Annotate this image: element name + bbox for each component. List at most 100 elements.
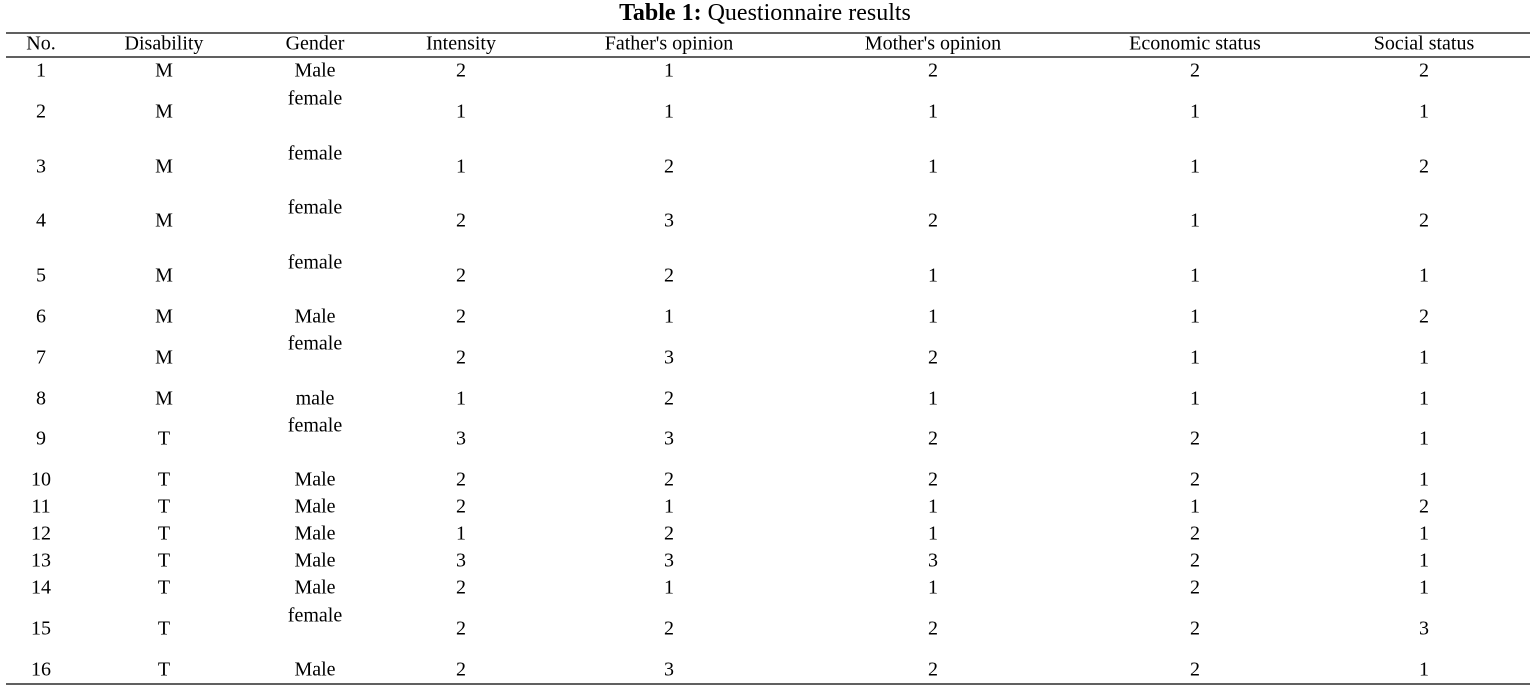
cell: 3 [36, 156, 46, 178]
cell: 1 [928, 523, 938, 545]
cell: 1 [928, 306, 938, 328]
cell: Male [294, 523, 335, 545]
cell: M [155, 265, 173, 287]
cell: 2 [928, 618, 938, 640]
cell: 2 [1419, 60, 1429, 82]
cell: 2 [928, 469, 938, 491]
cell: 15 [31, 618, 51, 640]
cell: 1 [1190, 265, 1200, 287]
caption-label: Table 1: [619, 0, 701, 26]
cell: 1 [664, 60, 674, 82]
cell: 1 [36, 60, 46, 82]
cell: female [288, 605, 343, 627]
cell: 1 [1190, 347, 1200, 369]
cell: M [155, 210, 173, 232]
cell: 1 [1419, 577, 1429, 599]
cell: 10 [31, 469, 51, 491]
cell: 2 [456, 210, 466, 232]
cell: M [155, 156, 173, 178]
cell: 2 [1190, 550, 1200, 572]
cell: 1 [456, 388, 466, 410]
cell: male [296, 388, 335, 410]
cell: 2 [664, 388, 674, 410]
cell: 2 [928, 210, 938, 232]
cell: T [158, 577, 170, 599]
cell: 2 [664, 618, 674, 640]
cell: 1 [1419, 428, 1429, 450]
cell: 3 [664, 428, 674, 450]
cell: 2 [1190, 469, 1200, 491]
cell: 1 [1190, 156, 1200, 178]
cell: Male [294, 659, 335, 681]
cell: 14 [31, 577, 51, 599]
cell: Male [294, 60, 335, 82]
cell: 8 [36, 388, 46, 410]
cell: Male [294, 496, 335, 518]
cell: Male [294, 306, 335, 328]
cell: 1 [928, 496, 938, 518]
cell: 2 [36, 101, 46, 123]
cell: 2 [928, 347, 938, 369]
cell: 1 [1419, 101, 1429, 123]
cell: 11 [31, 496, 50, 518]
cell: 1 [1419, 388, 1429, 410]
cell: female [288, 415, 343, 437]
cell: 3 [664, 550, 674, 572]
cell: 1 [664, 577, 674, 599]
cell: 2 [1190, 577, 1200, 599]
cell: 1 [1190, 306, 1200, 328]
cell: 1 [1190, 101, 1200, 123]
header-cell: No. [26, 33, 55, 55]
cell: 1 [1190, 210, 1200, 232]
cell: female [288, 252, 343, 274]
cell: 1 [928, 265, 938, 287]
cell: female [288, 88, 343, 110]
cell: M [155, 60, 173, 82]
cell: 1 [1419, 347, 1429, 369]
cell: M [155, 306, 173, 328]
cell: Male [294, 469, 335, 491]
cell: 1 [664, 306, 674, 328]
cell: 2 [664, 156, 674, 178]
cell: 2 [928, 428, 938, 450]
cell: 3 [1419, 618, 1429, 640]
header-cell: Father's opinion [605, 33, 734, 55]
header-cell: Intensity [426, 33, 496, 55]
cell: 2 [1419, 156, 1429, 178]
cell: 16 [31, 659, 51, 681]
cell: female [288, 143, 343, 165]
cell: 3 [664, 659, 674, 681]
cell: 6 [36, 306, 46, 328]
cell: 2 [928, 60, 938, 82]
header-cell: Mother's opinion [865, 33, 1001, 55]
cell: T [158, 659, 170, 681]
cell: 2 [456, 577, 466, 599]
cell: 2 [664, 265, 674, 287]
cell: 1 [928, 577, 938, 599]
cell: 1 [928, 388, 938, 410]
cell: 2 [1190, 428, 1200, 450]
cell: 7 [36, 347, 46, 369]
cell: 3 [456, 550, 466, 572]
cell: Male [294, 577, 335, 599]
cell: 1 [1419, 265, 1429, 287]
caption-text: Questionnaire results [708, 0, 911, 26]
cell: 3 [664, 347, 674, 369]
cell: T [158, 496, 170, 518]
header-cell: Economic status [1129, 33, 1261, 55]
cell: 2 [1419, 306, 1429, 328]
cell: 1 [664, 101, 674, 123]
cell: 3 [456, 428, 466, 450]
cell: 2 [928, 659, 938, 681]
cell: 2 [456, 265, 466, 287]
cell: 2 [1190, 618, 1200, 640]
cell: 1 [664, 496, 674, 518]
cell: 1 [1419, 659, 1429, 681]
cell: 13 [31, 550, 51, 572]
cell: T [158, 618, 170, 640]
cell: 2 [456, 496, 466, 518]
cell: T [158, 428, 170, 450]
cell: 2 [664, 469, 674, 491]
cell: M [155, 101, 173, 123]
